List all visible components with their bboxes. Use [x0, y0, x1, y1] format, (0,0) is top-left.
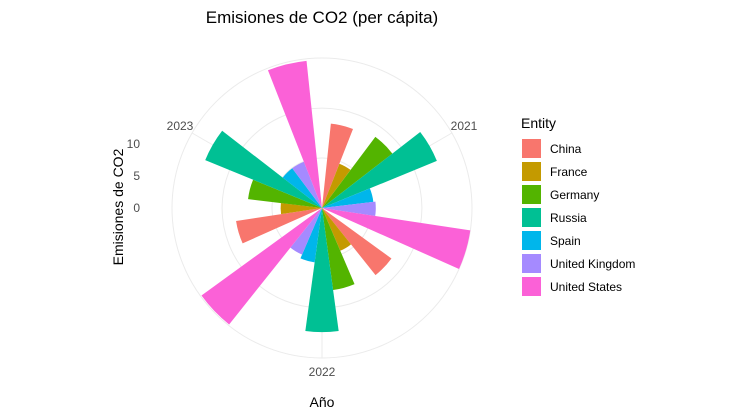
bar-united-states-2023 [267, 60, 322, 208]
x-tick-label: 2023 [167, 119, 194, 133]
bar-united-kingdom-2021 [322, 201, 376, 217]
bar-germany-2023 [248, 179, 322, 208]
bar-france-2023 [280, 203, 322, 215]
y-tick-label: 0 [133, 201, 140, 215]
bar-russia-2022 [305, 208, 339, 333]
legend-swatch [522, 231, 541, 250]
x-tick-label: 2022 [309, 365, 336, 379]
bar-united-kingdom-2022 [290, 208, 322, 255]
bar-china-2023 [236, 208, 322, 244]
bar-france-2022 [322, 208, 352, 251]
legend-swatch [522, 277, 541, 296]
bar-united-states-2021 [322, 208, 471, 270]
x-axis-title: Año [310, 394, 335, 410]
legend-title: Entity [521, 115, 556, 131]
axis-labels: 2021 2022 2023 0 5 10 [127, 119, 478, 379]
legend-swatch [522, 162, 541, 181]
bar-china-2022 [322, 208, 392, 276]
legend-label: Russia [550, 211, 587, 225]
bar-germany-2022 [322, 208, 355, 291]
bar-russia-2021 [322, 132, 437, 208]
y-axis-title: Emisiones de CO2 [110, 148, 126, 265]
bar-spain-2022 [300, 208, 322, 263]
legend-swatch [522, 254, 541, 273]
bar-china-2021 [322, 123, 353, 208]
chart-title: Emisiones de CO2 (per cápita) [206, 8, 438, 27]
legend-label: China [550, 142, 582, 156]
bar-united-states-2022 [201, 208, 322, 325]
bar-russia-2023 [205, 130, 322, 208]
legend-swatch [522, 208, 541, 227]
legend: Entity China France Germany Russia Spain Unite… [521, 115, 635, 296]
bar-france-2021 [322, 163, 351, 208]
bar-spain-2023 [282, 168, 322, 208]
legend-swatch [522, 139, 541, 158]
bar-spain-2021 [322, 188, 374, 208]
legend-label: United Kingdom [550, 257, 635, 271]
legend-label: France [550, 165, 588, 179]
legend-label: Spain [550, 234, 581, 248]
bar-germany-2021 [322, 136, 393, 208]
bar-united-kingdom-2023 [292, 161, 322, 208]
legend-swatch [522, 185, 541, 204]
legend-label: Germany [550, 188, 599, 202]
x-tick-label: 2021 [451, 119, 478, 133]
chart-bars [201, 60, 471, 333]
legend-label: United States [550, 280, 622, 294]
y-tick-label: 10 [127, 137, 141, 151]
y-tick-label: 5 [133, 169, 140, 183]
